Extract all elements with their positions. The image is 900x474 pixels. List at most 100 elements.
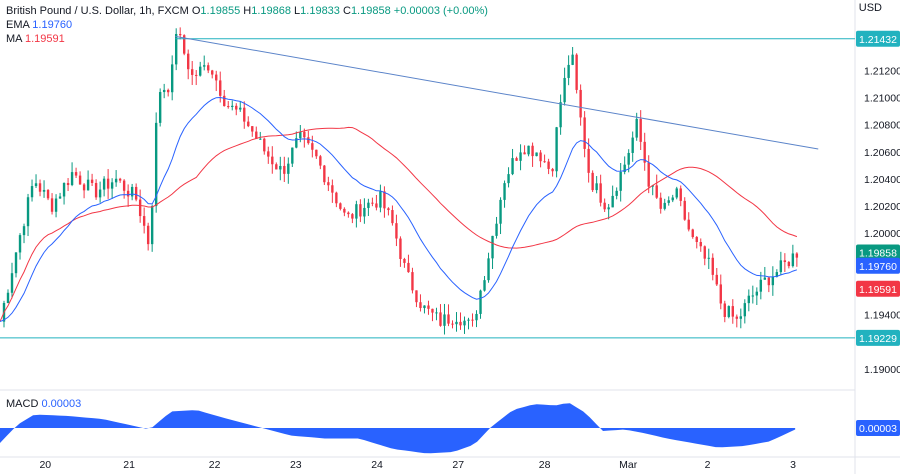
candle-body [587, 148, 590, 173]
candle-body [387, 208, 390, 211]
candle-body [775, 272, 779, 277]
candle-body [183, 35, 186, 54]
candle-body [435, 312, 438, 314]
ma-value: 1.19591 [24, 33, 65, 45]
x-tick-label: 24 [371, 459, 383, 471]
candle-body [295, 138, 298, 148]
price-tag [856, 280, 900, 297]
candle-body [691, 229, 694, 238]
candle-body [759, 279, 763, 292]
candle-body [487, 258, 490, 281]
price-tag-label: 1.19760 [859, 261, 897, 273]
candle-body [191, 69, 194, 75]
macd-tag [856, 420, 900, 436]
candle-body [695, 237, 698, 243]
candle-body [751, 295, 755, 297]
candle-body [239, 107, 242, 110]
candle-body [211, 70, 214, 75]
candle-body [379, 191, 382, 208]
candle-body [307, 137, 310, 144]
candle-body [50, 198, 54, 212]
candle-body [627, 152, 630, 165]
candle-body [178, 34, 182, 36]
candle-body [22, 226, 26, 236]
candle-body [170, 64, 174, 93]
candle-body [735, 316, 738, 319]
candle-body [675, 188, 678, 198]
candle-body [755, 291, 759, 296]
candle-body [122, 180, 126, 191]
candle-body [287, 163, 290, 174]
candle-body [763, 277, 767, 280]
candle-body [114, 178, 118, 183]
candle-body [531, 145, 534, 157]
downtrend-line [175, 35, 819, 150]
candle-body [118, 178, 122, 181]
open-value: 1.19855 [200, 5, 241, 17]
candle-body [687, 219, 690, 230]
candle-body [146, 225, 150, 245]
candle-body [126, 190, 130, 197]
candle-body [110, 182, 114, 189]
candle-body [655, 185, 658, 198]
candle-body [715, 274, 718, 285]
candle-body [231, 105, 234, 108]
close-value: 1.19858 [350, 5, 391, 17]
ema-label: EMA [6, 19, 30, 31]
candle-body [439, 312, 442, 326]
candle-body [367, 202, 370, 208]
candle-body [363, 207, 366, 217]
candle-body [495, 223, 498, 236]
candle-body [323, 165, 326, 183]
candle-body [150, 206, 154, 245]
candle-body [795, 253, 799, 258]
candle-body [719, 284, 722, 304]
candle-body [359, 204, 362, 217]
candle-body [503, 183, 506, 200]
candle-body [583, 117, 586, 149]
candle-body [343, 208, 346, 213]
candle-body [74, 172, 78, 176]
candle-body [327, 182, 330, 186]
candle-body [10, 273, 14, 293]
macd-value: 0.00003 [41, 398, 82, 410]
x-tick-label: Mar [619, 459, 638, 471]
candle-body [215, 74, 218, 81]
x-tick-label: 3 [790, 459, 796, 471]
candle-body [26, 197, 30, 227]
candle-body [283, 165, 286, 174]
candle-body [102, 178, 106, 190]
macd-label: MACD [6, 398, 39, 410]
low-value: 1.19833 [300, 5, 340, 17]
y-tick-label: 1.20800 [864, 120, 900, 132]
close-label: C [342, 5, 351, 17]
candle-body [739, 316, 742, 319]
open-label: O [191, 5, 201, 17]
candle-body [46, 189, 50, 199]
candle-body [507, 174, 510, 184]
candle-body [411, 272, 414, 291]
candle-body [415, 290, 418, 303]
candle-body [331, 185, 334, 193]
candle-body [791, 253, 795, 267]
candle-body [267, 151, 270, 157]
x-tick-label: 2 [705, 459, 711, 471]
candle-body [275, 164, 278, 170]
x-tick-label: 23 [290, 459, 302, 471]
candle-body [419, 302, 422, 309]
candle-body [154, 122, 158, 207]
candle-body [623, 164, 626, 172]
candle-body [207, 65, 210, 71]
candle-body [731, 306, 734, 317]
candle-body [607, 207, 610, 210]
candle-body [251, 126, 254, 132]
candle-body [90, 179, 94, 183]
candle-body [639, 118, 642, 142]
price-tag-label: 1.19591 [859, 284, 897, 296]
candle-body [463, 320, 466, 326]
candle-body [599, 183, 602, 203]
candle-body [515, 158, 518, 161]
candle-body [299, 131, 302, 139]
price-tag [856, 257, 900, 274]
